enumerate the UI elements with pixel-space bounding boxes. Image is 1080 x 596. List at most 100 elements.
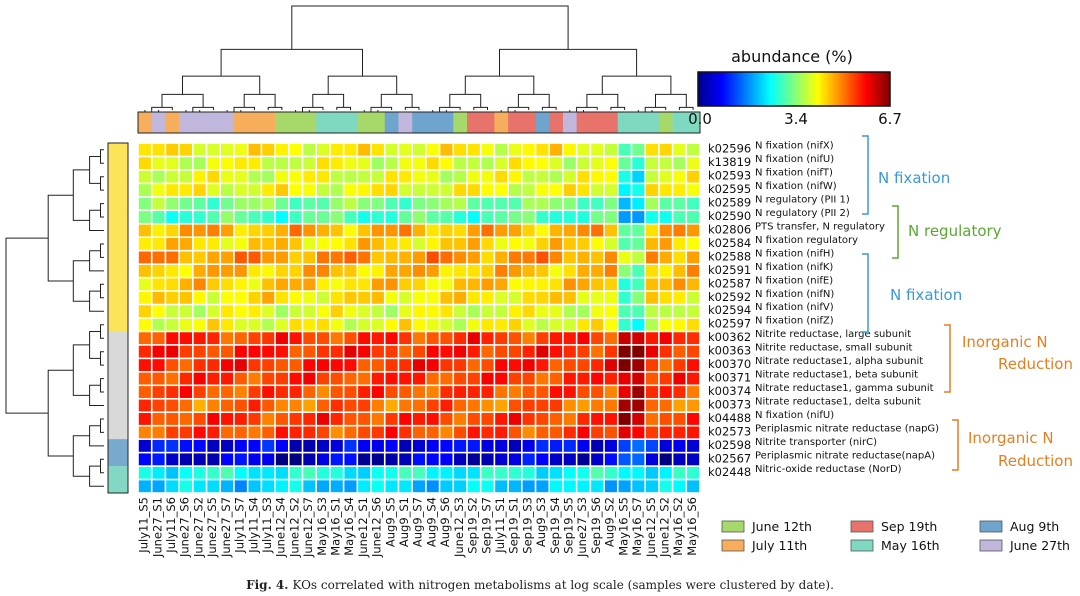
heatmap-cell [166, 184, 179, 197]
heatmap-cell [138, 372, 151, 385]
heatmap-cell [440, 466, 453, 479]
heatmap-cell [645, 184, 659, 197]
heatmap-cell [179, 238, 193, 250]
heatmap-cell [371, 264, 384, 277]
heatmap-cell [536, 305, 549, 318]
heatmap-cell [467, 238, 480, 250]
ko-id-label: k04488 [708, 411, 751, 425]
heatmap-cell [371, 211, 384, 223]
heatmap-cell [536, 238, 549, 250]
heatmap-cell [399, 359, 412, 372]
dendrogram-branch [517, 93, 550, 108]
sample-group-swatch [439, 112, 454, 133]
heatmap-cell [522, 480, 535, 493]
ko-id-label: k00374 [708, 384, 751, 398]
heatmap-cell [467, 157, 480, 170]
heatmap-cell [604, 224, 617, 237]
sample-label: June12_S3 [452, 497, 466, 558]
heatmap-cell [371, 466, 384, 479]
heatmap-cell [330, 399, 343, 412]
heatmap-cell [522, 466, 535, 479]
heatmap-cell [289, 143, 302, 156]
heatmap-cell [632, 211, 645, 223]
heatmap-cell [550, 466, 563, 479]
heatmap-cell [645, 399, 659, 412]
dendrogram-branch [72, 344, 90, 396]
heatmap-cell [632, 224, 645, 237]
heatmap-cell [358, 453, 371, 466]
heatmap-cell [330, 170, 343, 183]
heatmap-cell [248, 143, 261, 156]
heatmap-cell [659, 157, 672, 170]
heatmap-cell [152, 278, 165, 291]
heatmap-cell [317, 399, 330, 412]
heatmap-cell [645, 278, 659, 291]
legend-label: June 27th [1009, 538, 1070, 553]
heatmap-cell [358, 278, 371, 291]
heatmap-cell [577, 305, 590, 318]
heatmap-cell [248, 211, 261, 223]
dendrogram-branch [72, 169, 90, 221]
heatmap-cell [166, 224, 179, 237]
heatmap-cell [536, 184, 549, 197]
heatmap-cell [632, 197, 645, 210]
sample-label: June27_S5 [205, 497, 219, 558]
heatmap-cell [289, 386, 302, 398]
dendrogram-branch [89, 465, 104, 487]
heatmap-cell [591, 453, 604, 466]
heatmap-cell [221, 224, 234, 237]
heatmap-cell [344, 439, 357, 452]
heatmap-cell [618, 480, 631, 493]
heatmap-cell [193, 278, 206, 291]
heatmap-cell [440, 184, 453, 197]
heatmap-cell [412, 264, 426, 277]
heatmap-cell [207, 453, 220, 466]
heatmap-cell [193, 399, 206, 412]
heatmap-cell [152, 157, 165, 170]
sample-group-swatch [521, 112, 536, 133]
heatmap-cell [344, 305, 357, 318]
heatmap-cell [371, 197, 384, 210]
heatmap-cell [426, 184, 439, 197]
heatmap-cell [604, 157, 617, 170]
heatmap-cell [166, 426, 179, 439]
heatmap-cell [591, 197, 604, 210]
heatmap-cell [152, 251, 165, 264]
heatmap-cell [645, 238, 659, 250]
heatmap-cell [289, 372, 302, 385]
heatmap-cell [344, 264, 357, 277]
heatmap-cell [344, 197, 357, 210]
heatmap-cell [522, 426, 535, 439]
heatmap-cell [344, 238, 357, 250]
heatmap-cell [358, 170, 371, 183]
heatmap-cell [221, 345, 234, 358]
sample-group-swatch [206, 112, 221, 133]
heatmap-cell [604, 413, 617, 425]
heatmap-cell [673, 143, 686, 156]
ko-function-label: N fixation (nifW) [755, 181, 837, 192]
heatmap-cell [440, 197, 453, 210]
heatmap-cell [330, 291, 343, 304]
heatmap-cell [550, 372, 563, 385]
heatmap-cell [440, 170, 453, 183]
sample-group-swatch [466, 112, 481, 133]
sample-group-swatch [288, 112, 303, 133]
heatmap-cell [221, 439, 234, 452]
heatmap-cell [687, 143, 700, 156]
heatmap-cell [289, 332, 302, 345]
heatmap-cell [371, 372, 384, 385]
heatmap-cell [440, 238, 453, 250]
heatmap-cell [179, 359, 193, 372]
row-cluster-swatch [108, 169, 128, 184]
heatmap-cell [687, 291, 700, 304]
heatmap-cell [248, 278, 261, 291]
heatmap-cell [412, 466, 426, 479]
ko-id-label: k02594 [708, 303, 751, 317]
heatmap-cell [659, 386, 672, 398]
heatmap-cell [358, 184, 371, 197]
heatmap-cell [659, 480, 672, 493]
heatmap-cell [385, 305, 398, 318]
heatmap-cell [536, 399, 549, 412]
heatmap-cell [577, 264, 590, 277]
heatmap-cell [481, 359, 494, 372]
